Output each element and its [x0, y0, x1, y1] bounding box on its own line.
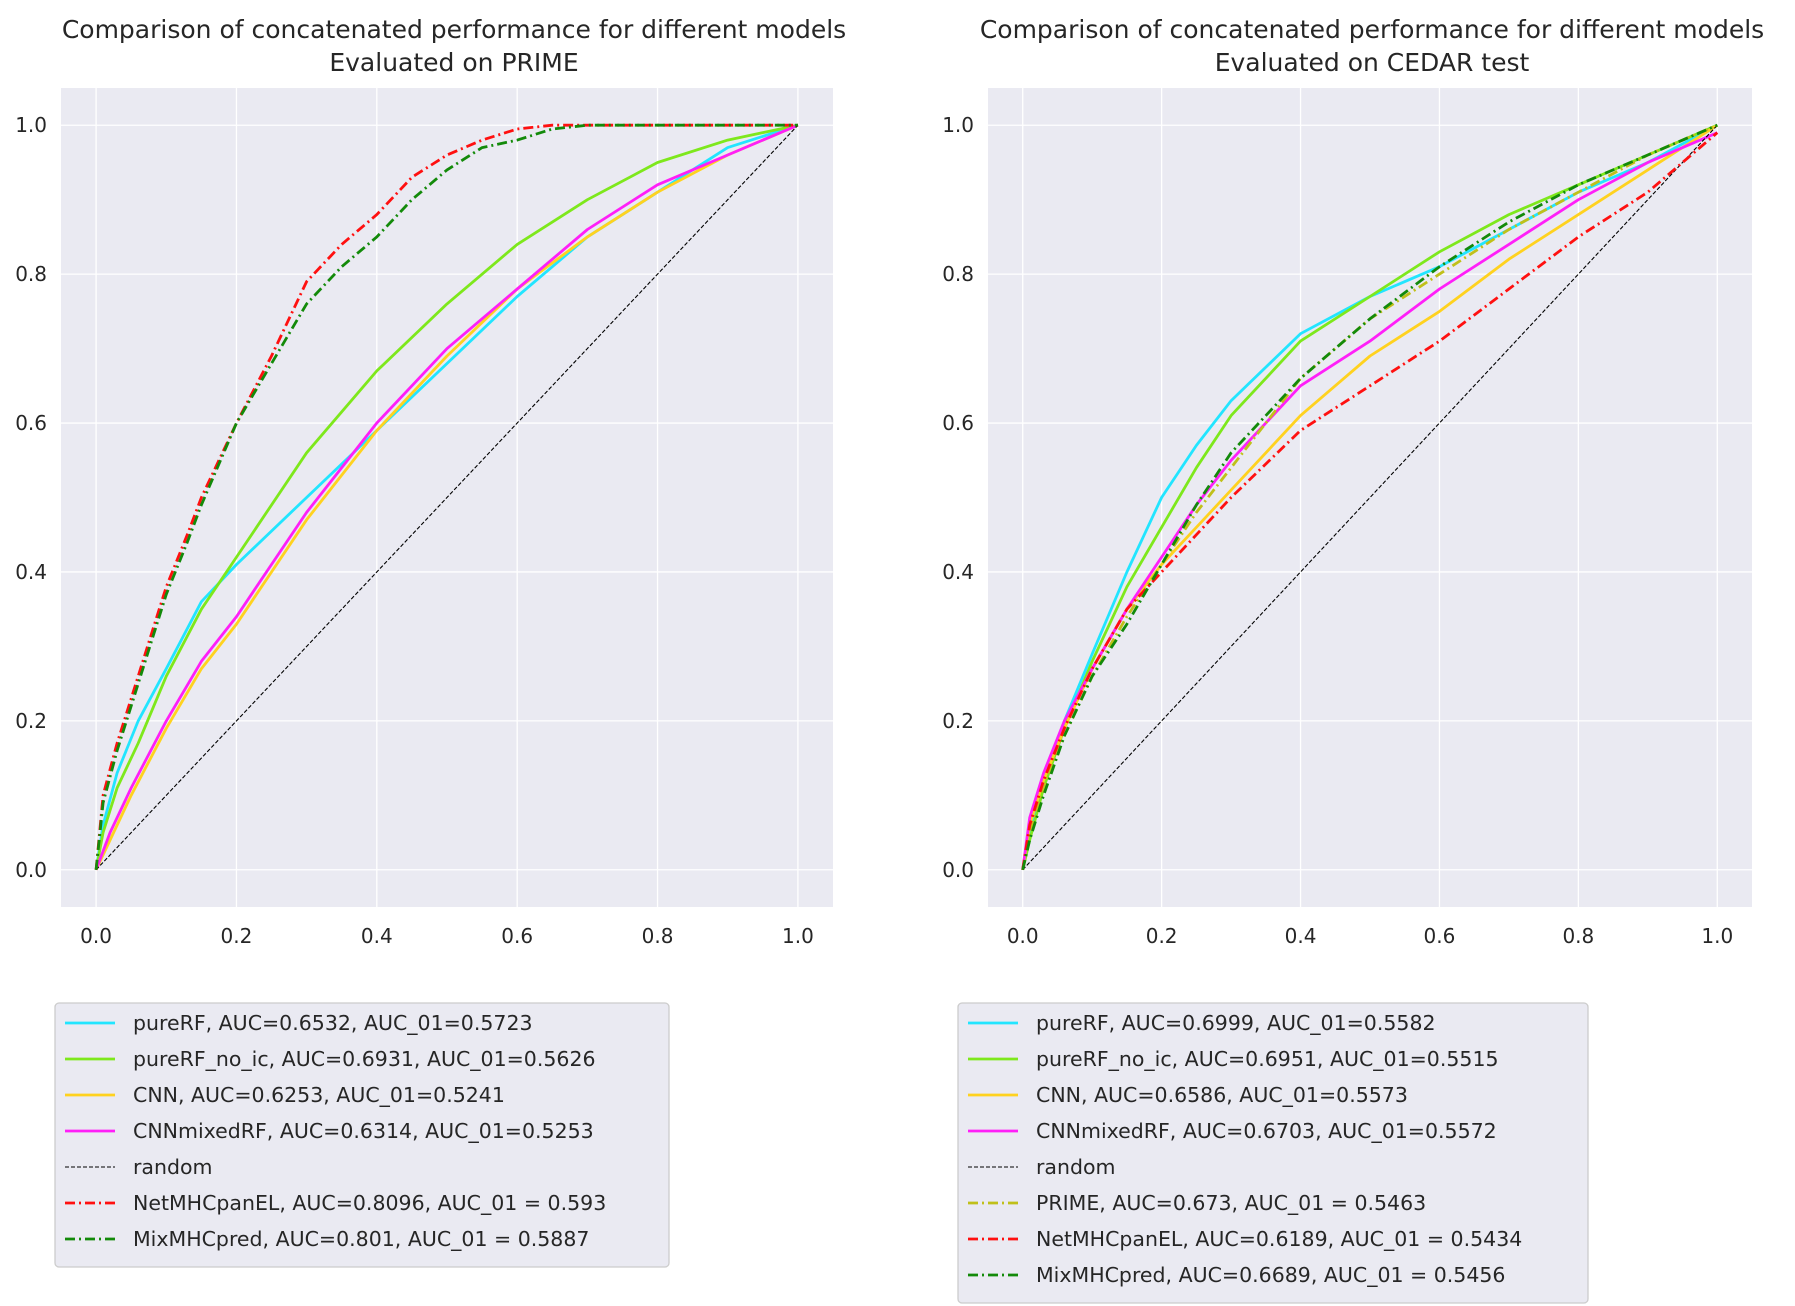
y-tick-label: 0.4 — [15, 560, 47, 584]
series-line-8 — [1021, 123, 1718, 871]
series-line-5 — [1022, 124, 1718, 871]
x-tick-label: 0.2 — [221, 924, 253, 948]
x-tick-label: 0.4 — [361, 924, 393, 948]
legend: pureRF, AUC=0.6532, AUC_01=0.5723 pureRF_… — [54, 1002, 670, 1268]
legend-label: CNN, AUC=0.6253, AUC_01=0.5241 — [133, 1083, 505, 1108]
legend-label: CNN, AUC=0.6586, AUC_01=0.5573 — [1036, 1083, 1408, 1108]
legend-label: random — [133, 1155, 213, 1179]
chart-subtitle: Evaluated on PRIME — [329, 48, 578, 77]
x-tick-label: 0.0 — [1007, 924, 1039, 948]
legend-label: PRIME, AUC=0.673, AUC_01 = 0.5463 — [1036, 1191, 1426, 1216]
y-tick-label: 0.2 — [15, 709, 47, 733]
x-tick-label: 0.6 — [1424, 924, 1456, 948]
x-tick-label: 0.8 — [1562, 924, 1594, 948]
y-tick-label: 0.4 — [942, 560, 974, 584]
y-tick-label: 0.0 — [942, 858, 974, 882]
y-tick-label: 0.6 — [942, 411, 974, 435]
legend-label: MixMHCpred, AUC=0.6689, AUC_01 = 0.5456 — [1036, 1263, 1505, 1288]
x-tick-label: 0.2 — [1146, 924, 1178, 948]
series-line-2 — [94, 123, 799, 871]
series-line-7 — [1021, 131, 1719, 871]
x-tick-label: 1.0 — [782, 924, 814, 948]
chart-title: Comparison of concatenated performance f… — [62, 15, 846, 44]
legend-box — [957, 1002, 1589, 1304]
series-line-6 — [1021, 123, 1718, 871]
legend-label: NetMHCpanEL, AUC=0.6189, AUC_01 = 0.5434 — [1036, 1227, 1522, 1252]
y-tick-label: 0.0 — [15, 858, 47, 882]
chart-panel-1: 0.0 0.2 0.4 0.6 0.8 1.0 0.0 0.2 0.4 0.6 0.8 1.0 Comp… — [15, 15, 846, 1268]
y-tick-label: 0.8 — [15, 262, 47, 286]
x-tick-label: 0.8 — [642, 924, 674, 948]
x-tick-label: 0.6 — [501, 924, 533, 948]
legend-label: MixMHCpred, AUC=0.801, AUC_01 = 0.5887 — [133, 1227, 589, 1252]
legend: pureRF, AUC=0.6999, AUC_01=0.5582 pureRF_… — [957, 1002, 1589, 1304]
series-line-4 — [1021, 131, 1718, 870]
legend-label: NetMHCpanEL, AUC=0.8096, AUC_01 = 0.593 — [133, 1191, 606, 1216]
x-tick-label: 0.0 — [80, 924, 112, 948]
x-tick-label: 0.4 — [1285, 924, 1317, 948]
legend-label: pureRF, AUC=0.6999, AUC_01=0.5582 — [1036, 1011, 1436, 1036]
y-tick-label: 0.2 — [942, 709, 974, 733]
legend-label: CNNmixedRF, AUC=0.6703, AUC_01=0.5572 — [1036, 1119, 1497, 1144]
legend-label: pureRF_no_ic, AUC=0.6951, AUC_01=0.5515 — [1036, 1047, 1499, 1072]
legend-label: random — [1036, 1155, 1116, 1179]
y-tick-label: 0.8 — [942, 262, 974, 286]
legend-label: pureRF_no_ic, AUC=0.6931, AUC_01=0.5626 — [133, 1047, 596, 1072]
series-line-6 — [94, 123, 798, 870]
y-tick-label: 1.0 — [942, 113, 974, 137]
y-tick-label: 1.0 — [15, 113, 47, 137]
series-line-3 — [94, 123, 799, 871]
y-tick-label: 0.6 — [15, 411, 47, 435]
legend-box — [54, 1002, 670, 1268]
series-line-7 — [94, 123, 798, 870]
chart-title: Comparison of concatenated performance f… — [980, 15, 1764, 44]
legend-label: CNNmixedRF, AUC=0.6314, AUC_01=0.5253 — [133, 1119, 594, 1144]
chart-subtitle: Evaluated on CEDAR test — [1215, 48, 1530, 77]
x-tick-label: 1.0 — [1701, 924, 1733, 948]
legend-label: pureRF, AUC=0.6532, AUC_01=0.5723 — [133, 1011, 533, 1036]
chart-panel-2: 0.0 0.2 0.4 0.6 0.8 1.0 0.0 0.2 0.4 0.6 0.8 1.0 Comp… — [942, 15, 1764, 1304]
series-line-4 — [94, 123, 799, 871]
series-line-5 — [95, 124, 799, 871]
